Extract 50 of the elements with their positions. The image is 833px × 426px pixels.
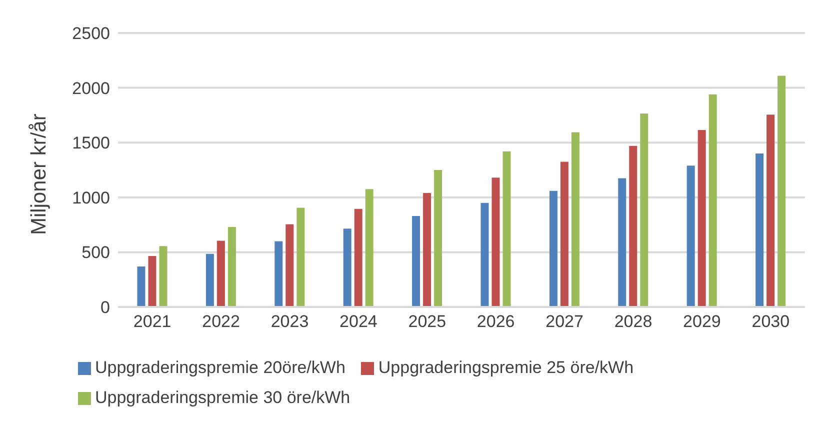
bar xyxy=(137,266,146,307)
x-tick-label: 2023 xyxy=(270,312,309,332)
bar xyxy=(571,132,580,307)
x-tick-label: 2026 xyxy=(476,312,515,332)
bar xyxy=(708,94,717,307)
x-tick-label: 2030 xyxy=(752,312,790,332)
bar xyxy=(296,208,305,307)
bar xyxy=(206,254,214,307)
bar xyxy=(502,151,511,307)
legend-label: Uppgraderingspremie 25 öre/kWh xyxy=(378,358,634,377)
bar xyxy=(354,208,362,307)
y-tick-label: 2500 xyxy=(72,24,110,44)
x-tick-label: 2022 xyxy=(202,312,240,332)
y-tick-label: 1500 xyxy=(72,134,110,153)
bar xyxy=(274,241,283,307)
x-tick-label: 2029 xyxy=(683,312,721,332)
y-tick-label: 1000 xyxy=(72,188,110,208)
x-tick-label: 2027 xyxy=(546,312,584,332)
x-tick-label: 2021 xyxy=(133,312,172,332)
bar xyxy=(640,114,648,307)
bar xyxy=(412,216,420,307)
bar xyxy=(286,224,294,307)
legend-label: Uppgraderingspremie 20öre/kWh xyxy=(95,358,346,377)
bar xyxy=(343,228,352,307)
bar xyxy=(766,114,775,307)
bar xyxy=(778,76,786,307)
bar xyxy=(480,202,489,307)
x-tick-label: 2024 xyxy=(340,312,378,332)
bar xyxy=(423,193,432,307)
bar xyxy=(618,178,626,307)
y-tick-label: 500 xyxy=(82,243,110,262)
x-tick-label: 2025 xyxy=(408,312,446,332)
bar xyxy=(698,130,706,307)
bar xyxy=(216,240,225,307)
bar xyxy=(560,162,568,307)
bar xyxy=(228,226,236,307)
bar xyxy=(756,154,764,307)
bar xyxy=(549,190,558,307)
y-axis-title: Miljoner kr/år xyxy=(27,114,50,235)
legend-label: Uppgraderingspremie 30 öre/kWh xyxy=(95,388,350,407)
y-tick-label: 2000 xyxy=(72,78,110,98)
bar xyxy=(148,256,156,307)
bar xyxy=(492,178,500,307)
bar xyxy=(434,170,442,307)
bar xyxy=(365,189,374,307)
bar xyxy=(159,246,168,307)
x-tick-label: 2028 xyxy=(614,312,652,332)
bar xyxy=(686,166,695,307)
y-tick-label: 0 xyxy=(100,298,110,318)
bar xyxy=(629,146,638,307)
